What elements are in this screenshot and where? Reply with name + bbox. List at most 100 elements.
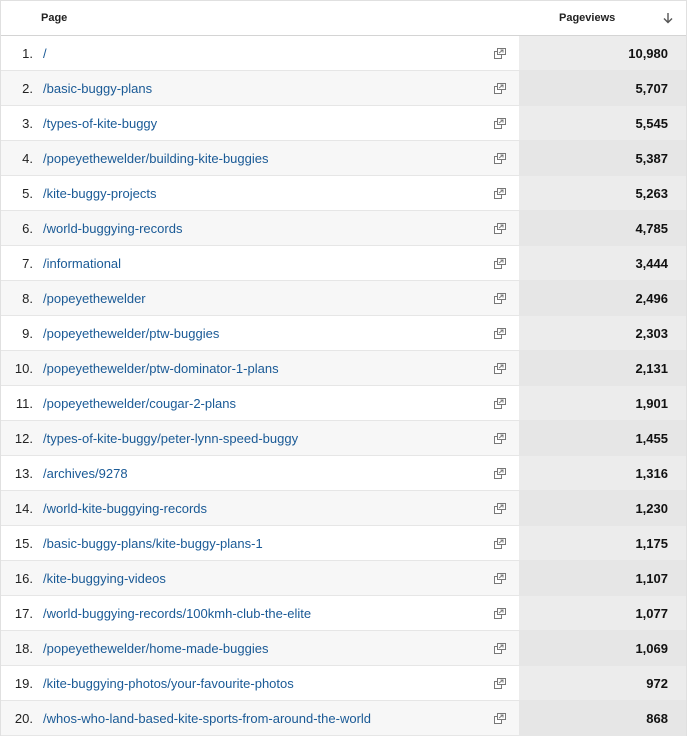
- open-in-new-window-icon[interactable]: [481, 526, 519, 560]
- table-row: 7. /informational 3,444: [1, 246, 686, 281]
- open-in-new-window-icon[interactable]: [481, 211, 519, 245]
- page-path-link[interactable]: /popeyethewelder/cougar-2-plans: [43, 395, 236, 411]
- open-in-new-window-icon[interactable]: [481, 71, 519, 105]
- row-rank: 7.: [22, 255, 33, 271]
- row-rank: 3.: [22, 115, 33, 131]
- page-path-link[interactable]: /informational: [43, 255, 122, 271]
- row-rank: 4.: [22, 150, 33, 166]
- open-in-new-window-icon[interactable]: [481, 666, 519, 700]
- table-row: 13. /archives/9278 1,316: [1, 456, 686, 491]
- open-in-new-window-icon[interactable]: [481, 456, 519, 490]
- pageviews-value: 1,901: [519, 386, 686, 420]
- pageviews-value: 1,316: [519, 456, 686, 490]
- table-row: 16. /kite-buggying-videos 1,107: [1, 561, 686, 596]
- column-header-pageviews[interactable]: Pageviews: [519, 12, 686, 24]
- page-path-link[interactable]: /popeyethewelder/building-kite-buggies: [43, 150, 269, 166]
- page-path-link[interactable]: /kite-buggying-videos: [43, 570, 166, 586]
- open-in-new-window-icon[interactable]: [481, 106, 519, 140]
- pageviews-value: 972: [519, 666, 686, 700]
- row-rank: 12.: [14, 430, 33, 446]
- row-rank: 18.: [14, 640, 33, 656]
- pageviews-value: 5,263: [519, 176, 686, 210]
- row-rank: 5.: [22, 185, 33, 201]
- table-row: 20. /whos-who-land-based-kite-sports-fro…: [1, 701, 686, 736]
- pageviews-value: 1,230: [519, 491, 686, 525]
- row-rank: 17.: [14, 605, 33, 621]
- table-row: 8. /popeyethewelder 2,496: [1, 281, 686, 316]
- row-rank: 6.: [22, 220, 33, 236]
- row-rank: 20.: [14, 710, 33, 726]
- open-in-new-window-icon[interactable]: [481, 561, 519, 595]
- table-row: 10. /popeyethewelder/ptw-dominator-1-pla…: [1, 351, 686, 386]
- row-rank: 11.: [15, 395, 33, 411]
- row-rank: 1.: [22, 45, 33, 61]
- table-row: 11. /popeyethewelder/cougar-2-plans 1,90…: [1, 386, 686, 421]
- table-row: 1. / 10,980: [1, 36, 686, 71]
- pageviews-value: 5,707: [519, 71, 686, 105]
- sort-descending-icon[interactable]: [662, 12, 674, 24]
- page-path-link[interactable]: /popeyethewelder/ptw-buggies: [43, 325, 220, 341]
- page-path-link[interactable]: /types-of-kite-buggy/peter-lynn-speed-bu…: [43, 430, 299, 446]
- open-in-new-window-icon[interactable]: [481, 141, 519, 175]
- pageviews-value: 1,069: [519, 631, 686, 665]
- open-in-new-window-icon[interactable]: [481, 491, 519, 525]
- open-in-new-window-icon[interactable]: [481, 421, 519, 455]
- open-in-new-window-icon[interactable]: [481, 631, 519, 665]
- table-row: 18. /popeyethewelder/home-made-buggies 1…: [1, 631, 686, 666]
- page-path-link[interactable]: /kite-buggy-projects: [43, 185, 157, 201]
- open-in-new-window-icon[interactable]: [481, 701, 519, 735]
- open-in-new-window-icon[interactable]: [481, 176, 519, 210]
- row-rank: 13.: [14, 465, 33, 481]
- column-header-page[interactable]: Page: [41, 12, 68, 24]
- pageviews-value: 5,387: [519, 141, 686, 175]
- row-rank: 19.: [14, 675, 33, 691]
- row-rank: 14.: [14, 500, 33, 516]
- page-path-link[interactable]: /basic-buggy-plans/kite-buggy-plans-1: [43, 535, 263, 551]
- row-rank: 2.: [22, 80, 33, 96]
- pageviews-value: 1,455: [519, 421, 686, 455]
- row-rank: 10.: [14, 360, 33, 376]
- page-path-link[interactable]: /: [43, 45, 47, 61]
- table-row: 17. /world-buggying-records/100kmh-club-…: [1, 596, 686, 631]
- table-row: 19. /kite-buggying-photos/your-favourite…: [1, 666, 686, 701]
- table-body: 1. / 10,980 2. /basic-buggy-plans 5,707 …: [1, 36, 686, 736]
- page-path-link[interactable]: /world-buggying-records/100kmh-club-the-…: [43, 605, 312, 621]
- table-row: 9. /popeyethewelder/ptw-buggies 2,303: [1, 316, 686, 351]
- page-path-link[interactable]: /world-buggying-records: [43, 220, 183, 236]
- pageviews-value: 10,980: [519, 36, 686, 70]
- page-path-link[interactable]: /popeyethewelder: [43, 290, 146, 306]
- open-in-new-window-icon[interactable]: [481, 281, 519, 315]
- page-path-link[interactable]: /popeyethewelder/home-made-buggies: [43, 640, 269, 656]
- page-path-link[interactable]: /kite-buggying-photos/your-favourite-pho…: [43, 675, 294, 691]
- pageviews-value: 1,107: [519, 561, 686, 595]
- pageviews-value: 2,496: [519, 281, 686, 315]
- table-row: 2. /basic-buggy-plans 5,707: [1, 71, 686, 106]
- page-path-link[interactable]: /world-kite-buggying-records: [43, 500, 208, 516]
- table-row: 14. /world-kite-buggying-records 1,230: [1, 491, 686, 526]
- pageviews-value: 4,785: [519, 211, 686, 245]
- row-rank: 8.: [22, 290, 33, 306]
- open-in-new-window-icon[interactable]: [481, 36, 519, 70]
- open-in-new-window-icon[interactable]: [481, 316, 519, 350]
- pageviews-value: 2,131: [519, 351, 686, 385]
- page-path-link[interactable]: /whos-who-land-based-kite-sports-from-ar…: [43, 710, 372, 726]
- open-in-new-window-icon[interactable]: [481, 351, 519, 385]
- open-in-new-window-icon[interactable]: [481, 596, 519, 630]
- open-in-new-window-icon[interactable]: [481, 386, 519, 420]
- pageviews-value: 3,444: [519, 246, 686, 280]
- page-path-link[interactable]: /basic-buggy-plans: [43, 80, 153, 96]
- pageviews-value: 868: [519, 701, 686, 735]
- table-row: 5. /kite-buggy-projects 5,263: [1, 176, 686, 211]
- page-path-link[interactable]: /archives/9278: [43, 465, 128, 481]
- page-path-link[interactable]: /popeyethewelder/ptw-dominator-1-plans: [43, 360, 279, 376]
- pageviews-value: 1,077: [519, 596, 686, 630]
- row-rank: 15.: [14, 535, 33, 551]
- row-rank: 9.: [22, 325, 33, 341]
- pageviews-value: 1,175: [519, 526, 686, 560]
- row-rank: 16.: [14, 570, 33, 586]
- pageviews-value: 5,545: [519, 106, 686, 140]
- open-in-new-window-icon[interactable]: [481, 246, 519, 280]
- page-path-link[interactable]: /types-of-kite-buggy: [43, 115, 158, 131]
- table-row: 15. /basic-buggy-plans/kite-buggy-plans-…: [1, 526, 686, 561]
